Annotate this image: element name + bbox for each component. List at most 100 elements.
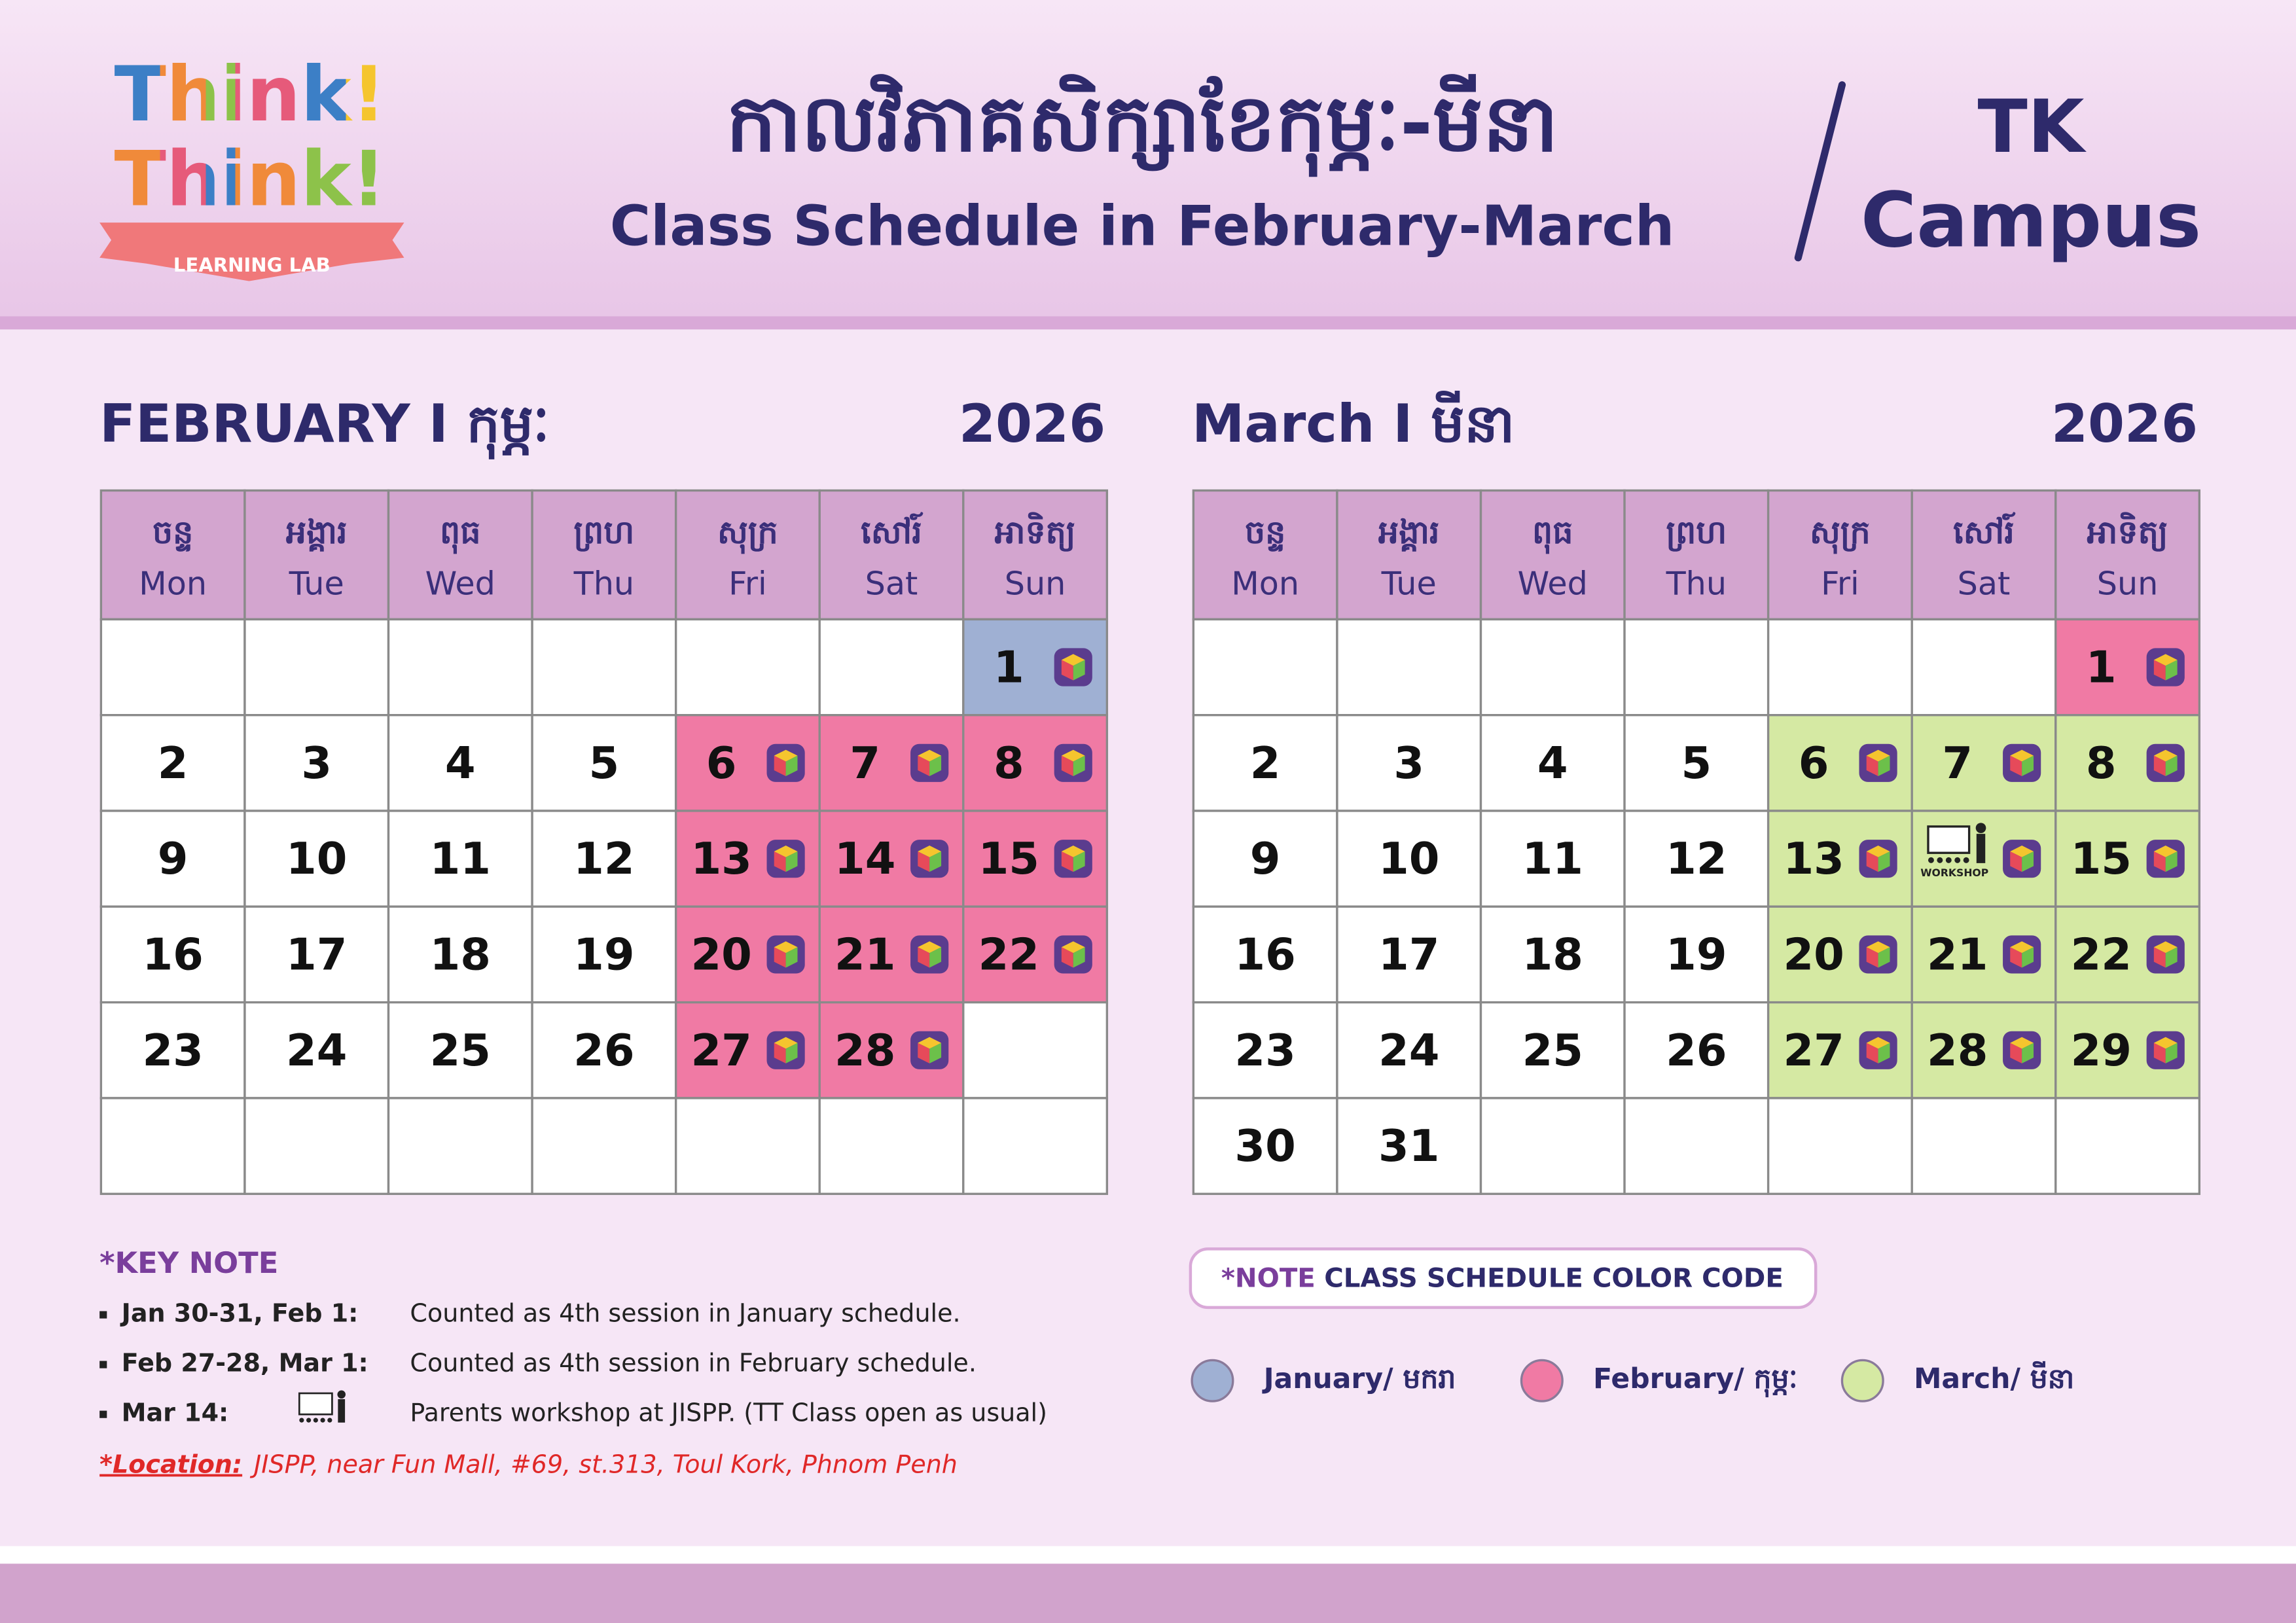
weekday-cell [1479,489,1626,621]
day-number: 16 [142,929,203,980]
cube-right [2165,851,2178,872]
cube-right [785,755,798,776]
cube-right [929,947,942,968]
day-number: 23 [1234,1025,1295,1076]
day-number: 17 [286,929,347,980]
day-cell [1623,810,1770,908]
day-cell [99,1001,246,1099]
key-text: Parents workshop at JISPP. (TT Class ope… [410,1399,1047,1427]
cube-right [2022,851,2034,872]
weekday-cell [1336,489,1482,621]
day-number: 19 [1666,929,1727,980]
day-number: 16 [1234,929,1295,980]
day-cell [1479,618,1626,717]
day-number: 8 [994,738,1024,789]
cube-top [1061,654,1085,666]
footer-band [0,1563,2296,1623]
day-cell [962,1001,1109,1099]
key-label: Jan 30-31, Feb 1: [120,1299,359,1328]
cube-top [1866,1037,1890,1049]
day-cell [1479,1097,1626,1195]
day-number: 12 [1666,833,1727,884]
cube-icon [2146,840,2185,878]
day-cell [99,810,246,908]
cube-icon [910,1031,949,1069]
cube-left [1866,755,1878,776]
day-cell [387,1097,533,1195]
day-cell [1192,618,1338,717]
cube-top [2153,846,2178,857]
weekday-en: Sat [865,564,918,602]
day-number: 23 [142,1025,203,1076]
campus: Campus [1861,176,2201,264]
day-number: 12 [573,833,634,884]
day-number: 30 [1234,1120,1295,1171]
cube-left [2153,947,2166,968]
day-number: 20 [1783,929,1844,980]
day-number: 19 [573,929,634,980]
day-number: 28 [834,1025,895,1076]
cube-left [1061,755,1073,776]
weekday-cell [818,489,965,621]
day-number: 24 [286,1025,347,1076]
weekday-km: ចន្ទ [152,513,193,552]
cube-icon [766,1031,805,1069]
footer-gap [0,1546,2296,1564]
day-cell [1479,713,1626,812]
weekday-cell [99,489,246,621]
logo-text: Think! [115,135,386,224]
note-box [1189,1247,1818,1310]
weekday-en: Fri [1821,564,1859,602]
cube-left [1866,947,1878,968]
cube-icon [910,935,949,974]
location: *Location: JISPP, near Fun Mall, #69, st.… [99,1450,958,1478]
cube-left [2153,660,2166,681]
audience [1945,857,1952,863]
weekday-km: អាទិត្យ [2087,512,2168,552]
board [298,1392,333,1416]
key-label: Mar 14: [122,1399,229,1427]
cube-top [774,1037,798,1049]
cube-icon [1859,935,1897,974]
weekday-en: Sun [1005,564,1066,602]
cube-right [1073,660,1085,681]
weekday-km: ព្រហ [573,513,634,552]
cube-icon [1054,935,1092,974]
cube-left [918,755,930,776]
cube-left [1866,851,1878,872]
cube-left [2010,947,2022,968]
cube-top [1061,846,1085,857]
weekday-km: សុក្រ [717,513,778,554]
day-cell [1623,618,1770,717]
cube-icon [1054,840,1092,878]
day-number: 25 [430,1025,491,1076]
day-cell [1192,810,1338,908]
cube-icon [766,935,805,974]
cube-top [918,846,942,857]
workshop-icon: WORKSHOP [1920,823,1988,879]
day-number: 27 [691,1025,751,1076]
cube-icon [910,840,949,878]
weekday-km: ពុធ [440,513,480,554]
day-cell [1623,1001,1770,1099]
legend-label: March/ មីនា [1914,1361,2074,1395]
audience [320,1418,325,1423]
header-band [0,0,2296,317]
day-number: 27 [1783,1025,1844,1076]
day-number: 15 [978,833,1039,884]
cube-icon [910,743,949,782]
cube-left [774,755,786,776]
day-number: 29 [2071,1025,2132,1076]
day-number: 7 [1942,738,1973,789]
day-number: 5 [589,738,620,789]
cube-left [918,947,930,968]
day-number: 18 [430,929,491,980]
weekday-en: Tue [1381,564,1437,602]
day-number: 11 [1522,833,1583,884]
day-number: 2 [1250,738,1281,789]
weekday-cell [2054,489,2201,621]
day-cell [2054,905,2201,1004]
cube-icon [2003,743,2041,782]
day-number: 13 [691,833,751,884]
